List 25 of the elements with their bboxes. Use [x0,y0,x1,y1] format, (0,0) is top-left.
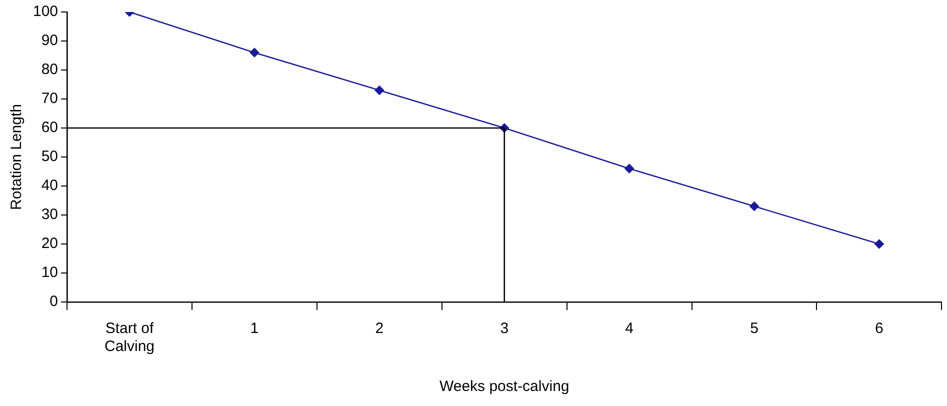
x-tick-label: 2 [375,320,384,338]
x-tick-label: Start of Calving [104,320,155,356]
y-tick-label: 90 [41,32,58,50]
y-tick-label: 70 [41,90,58,108]
y-tick-label: 60 [41,119,58,136]
point [374,86,384,95]
point [874,239,884,249]
point [624,164,634,174]
y-tick-label: 20 [41,235,58,252]
y-tick-label: 50 [41,148,58,166]
y-tick-label: 0 [50,293,58,310]
y-tick-label: 30 [41,206,58,224]
x-tick-label: 3 [500,320,509,338]
point [750,202,759,211]
y-axis-title: Rotation Length [8,104,26,210]
y-tick-label: 80 [41,61,58,78]
y-tick-label: 100 [32,3,58,20]
point [250,48,260,58]
y-tick-label: 40 [41,177,58,194]
x-tick-label: 6 [875,320,884,338]
x-tick-label: 1 [250,320,259,338]
x-tick-label: 5 [750,320,758,338]
y-tick-label: 10 [41,264,58,282]
x-axis-title: Weeks post-calving [439,378,570,396]
x-tick-label: 4 [625,320,634,338]
